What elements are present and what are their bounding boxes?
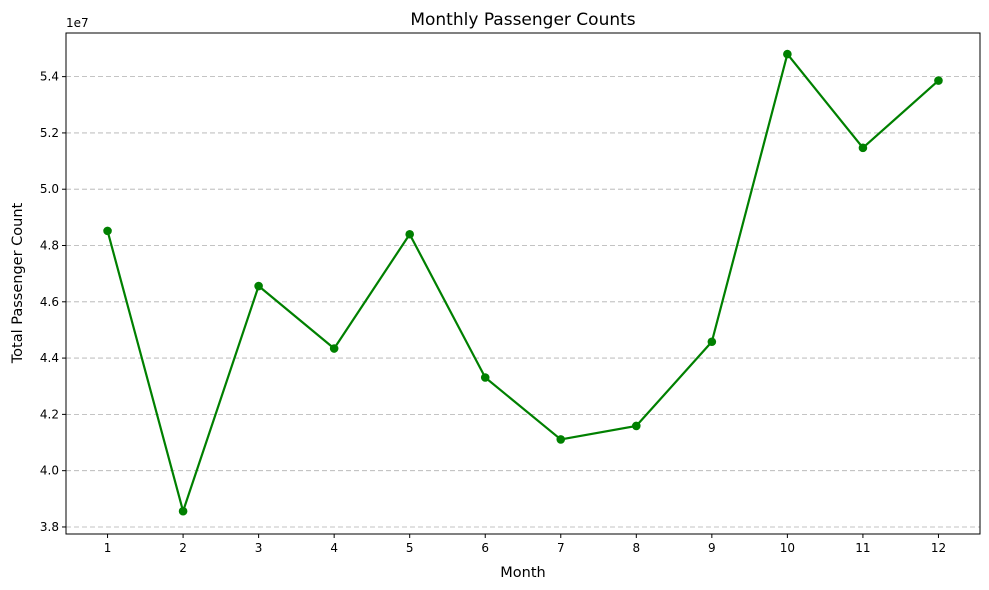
y-axis-offset-label: 1e7 [66,16,89,30]
data-point[interactable] [254,281,263,291]
data-point[interactable] [329,344,339,353]
y-tick-label: 4.0 [40,464,59,478]
x-tick-label: 4 [330,541,338,555]
data-point[interactable] [556,435,566,444]
y-tick-label: 4.2 [40,407,59,421]
x-tick-label: 5 [406,541,414,555]
data-point[interactable] [707,337,717,347]
y-tick-label: 4.8 [40,239,59,253]
data-point[interactable] [858,143,868,153]
series-layer [103,49,943,516]
x-axis-label: Month [500,565,545,581]
y-tick-label: 4.6 [40,295,59,309]
data-point[interactable] [405,229,414,239]
x-tick-label: 10 [780,541,795,555]
y-tick-label: 4.4 [40,351,59,365]
x-tick-label: 3 [255,541,263,555]
x-tick-label: 7 [557,541,565,555]
x-tick-label: 12 [931,541,946,555]
y-tick-label: 5.0 [40,182,59,196]
grid-lines [66,76,980,528]
y-axis-label: Total Passenger Count [10,202,26,364]
data-point[interactable] [632,421,641,431]
x-axis-ticks: 1 2 3 4 5 6 7 8 9 10 11 12 [104,534,946,555]
x-tick-label: 8 [632,541,640,555]
chart-title: Monthly Passenger Counts [410,10,635,30]
data-point[interactable] [103,226,112,236]
plot-area [66,33,980,534]
x-tick-label: 9 [708,541,716,555]
series-line [106,53,940,513]
x-tick-label: 2 [179,541,187,555]
x-tick-label: 6 [481,541,489,555]
y-tick-label: 5.4 [40,70,59,84]
data-point[interactable] [934,76,943,85]
x-tick-label: 11 [855,541,870,555]
y-tick-label: 5.2 [40,126,59,140]
data-point[interactable] [480,373,490,382]
y-axis-ticks: 3.8 4.0 4.2 4.4 4.6 4.8 5.0 5.2 5.4 [40,70,66,534]
y-tick-label: 3.8 [40,520,59,534]
plot-frame [65,32,981,535]
x-tick-label: 1 [104,541,112,555]
data-point[interactable] [783,49,792,59]
data-point[interactable] [178,506,188,516]
